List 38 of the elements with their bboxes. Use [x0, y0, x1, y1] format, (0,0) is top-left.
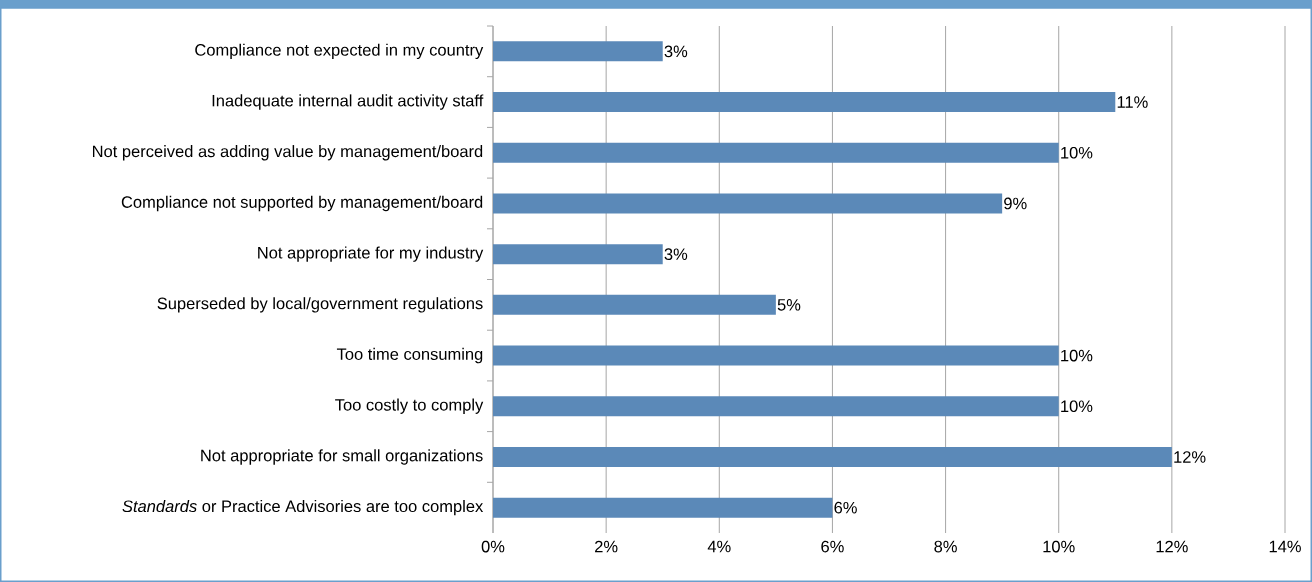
data-label: 10%	[1061, 400, 1093, 413]
data-label: 3%	[664, 248, 688, 260]
bar	[493, 396, 1059, 417]
y-tick-label: Compliance not supported by management/board	[121, 195, 483, 212]
data-label: 12%	[1174, 451, 1206, 463]
y-tick-label: Standards or Practice Advisories are too complex	[122, 499, 484, 516]
bar	[493, 244, 663, 265]
data-label: 3%	[664, 45, 688, 58]
bar	[493, 193, 1003, 214]
y-tick-label: Too time consuming	[336, 347, 483, 364]
data-label: 5%	[777, 299, 801, 311]
data-label: 9%	[1004, 197, 1027, 210]
x-tick-label: 10%	[1043, 540, 1075, 553]
y-tick-label: Not appropriate for my industry	[258, 246, 484, 262]
x-tick-label: 0%	[481, 540, 505, 553]
y-tick-label: Compliance not expected in my country	[195, 43, 484, 60]
x-tick-label: 14%	[1269, 540, 1301, 553]
bar	[493, 497, 833, 518]
x-tick-label: 8%	[934, 540, 957, 553]
x-tick-label: 12%	[1156, 540, 1188, 553]
y-tick-label: Superseded by local/government regulations	[157, 297, 483, 313]
bar	[493, 446, 1172, 467]
bar	[493, 294, 776, 315]
bar	[493, 345, 1059, 366]
data-label: 11%	[1117, 96, 1148, 108]
bar	[493, 41, 663, 62]
bar	[493, 92, 1116, 113]
x-tick-label: 6%	[821, 540, 844, 553]
bar	[493, 142, 1059, 163]
x-tick-label: 4%	[707, 540, 731, 553]
y-tick-label: Too costly to comply	[335, 398, 484, 414]
data-label: 6%	[834, 501, 857, 514]
y-tick-label: Not perceived as adding value by management/board	[92, 145, 483, 161]
data-label: 10%	[1061, 349, 1093, 362]
y-tick-label: Inadequate internal audit activity staff	[212, 94, 484, 110]
x-tick-label: 2%	[595, 540, 618, 553]
data-label: 10%	[1061, 146, 1093, 159]
y-tick-label: Not appropriate for small organizations	[201, 449, 483, 465]
